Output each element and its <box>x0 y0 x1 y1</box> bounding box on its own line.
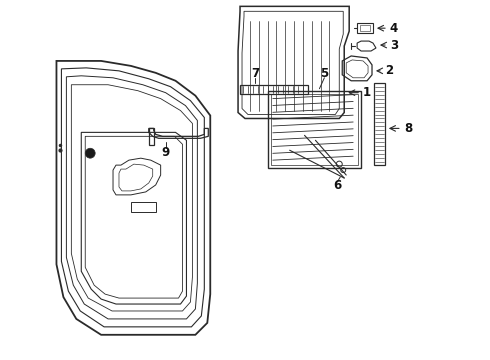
Text: 7: 7 <box>251 67 259 80</box>
Bar <box>360 25 370 31</box>
Text: 8: 8 <box>405 122 413 135</box>
Circle shape <box>85 148 95 158</box>
Text: 1: 1 <box>363 86 371 99</box>
Text: 5: 5 <box>320 67 328 80</box>
Text: 4: 4 <box>390 22 398 35</box>
Text: 2: 2 <box>385 64 393 77</box>
Text: 6: 6 <box>333 179 342 193</box>
Text: 9: 9 <box>162 146 170 159</box>
Text: 3: 3 <box>390 39 398 51</box>
Bar <box>357 23 373 33</box>
